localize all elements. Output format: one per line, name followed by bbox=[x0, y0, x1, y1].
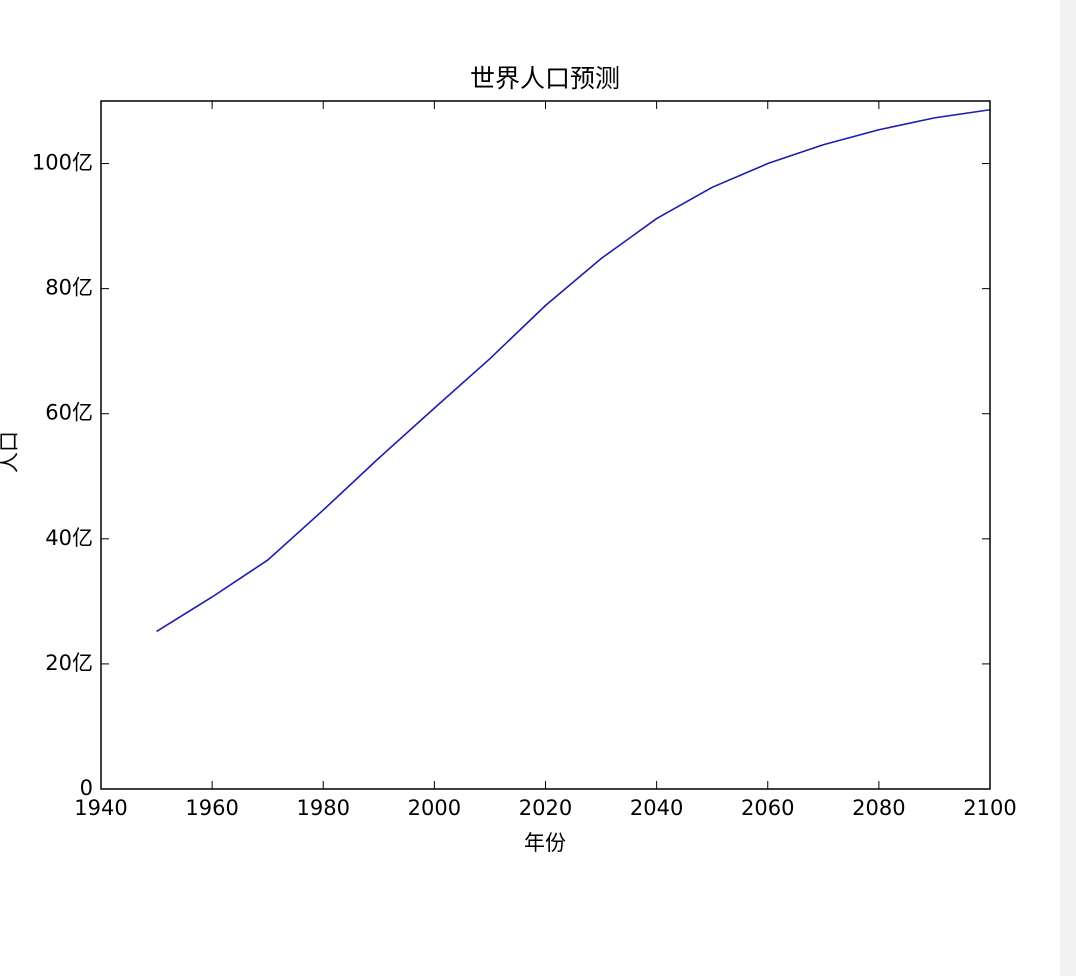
y-tick-label: 20亿 bbox=[45, 651, 93, 675]
chart-title: 世界人口预测 bbox=[470, 64, 620, 93]
x-tick-label: 2060 bbox=[741, 796, 794, 820]
x-tick-label: 2100 bbox=[963, 796, 1016, 820]
y-axis-label: 人口 bbox=[0, 431, 21, 473]
x-tick-label: 1980 bbox=[297, 796, 350, 820]
side-strip bbox=[1060, 0, 1076, 976]
plot-frame bbox=[100, 100, 991, 790]
x-tick-label: 2040 bbox=[630, 796, 683, 820]
data-line bbox=[156, 108, 991, 633]
x-axis-label: 年份 bbox=[524, 831, 566, 855]
y-tick-label: 0 bbox=[80, 776, 93, 800]
y-tick-label: 60亿 bbox=[45, 401, 93, 425]
y-tick-label: 80亿 bbox=[45, 276, 93, 300]
x-tick-label: 1940 bbox=[74, 796, 127, 820]
y-tick-label: 100亿 bbox=[32, 151, 93, 175]
y-tick-label: 40亿 bbox=[45, 526, 93, 550]
x-tick-label: 2000 bbox=[408, 796, 461, 820]
x-tick-label: 2020 bbox=[519, 796, 572, 820]
x-tick-label: 1960 bbox=[185, 796, 238, 820]
x-tick-label: 2080 bbox=[852, 796, 905, 820]
